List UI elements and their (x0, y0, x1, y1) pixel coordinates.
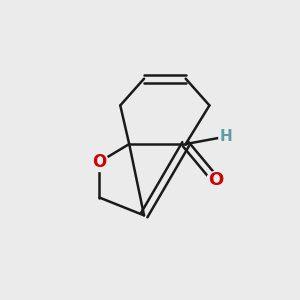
Text: O: O (92, 153, 106, 171)
Text: H: H (219, 129, 232, 144)
Text: O: O (208, 171, 223, 189)
